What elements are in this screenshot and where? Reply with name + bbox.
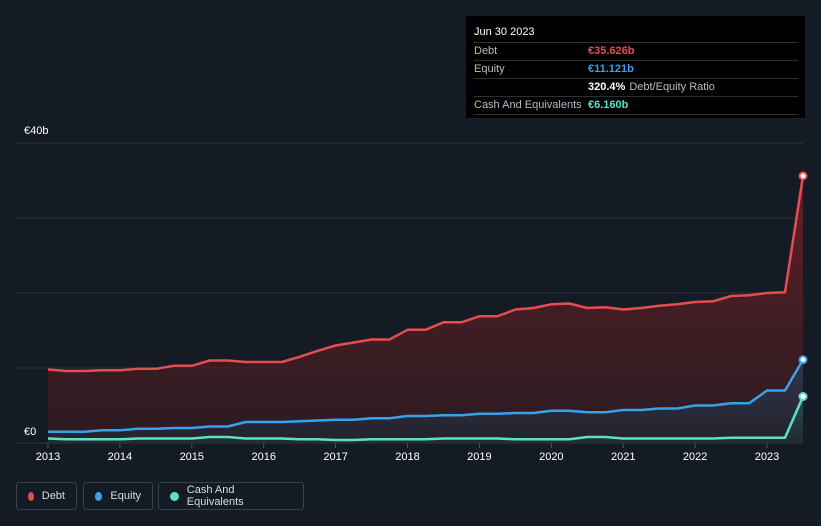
x-tick-label: 2014 bbox=[108, 451, 132, 463]
x-tick-label: 2016 bbox=[251, 451, 275, 463]
y-axis-max-label: €40b bbox=[24, 125, 49, 137]
legend-debt-label: Debt bbox=[41, 490, 65, 502]
equity-line bbox=[48, 359, 805, 434]
x-tick-label: 2021 bbox=[611, 451, 635, 463]
debt-line bbox=[47, 175, 805, 373]
cash-and-equivalents-end-point bbox=[798, 392, 808, 401]
series-lines bbox=[47, 175, 805, 442]
tooltip-equity-value: €11.121b bbox=[588, 63, 634, 75]
y-axis-min-label: €0 bbox=[24, 426, 37, 438]
legend-equity[interactable]: Equity bbox=[83, 482, 153, 510]
x-tick-label: 2019 bbox=[467, 451, 491, 463]
equity-area bbox=[48, 359, 803, 443]
tooltip-cash-value: €6.160b bbox=[588, 99, 629, 111]
debt-end-point bbox=[798, 171, 808, 181]
tooltip-ratio-caption: Debt/Equity Ratio bbox=[629, 81, 715, 93]
hover-tooltip: Jun 30 2023 Debt €35.626b Equity €11.121… bbox=[466, 16, 805, 118]
x-tick-label: 2013 bbox=[36, 451, 60, 463]
legend-cash-label: Cash And Equivalents bbox=[186, 484, 244, 508]
tooltip-date: Jun 30 2023 bbox=[474, 26, 535, 38]
tooltip-ratio-value: 320.4% bbox=[588, 81, 626, 93]
x-tick-label: 2017 bbox=[323, 451, 347, 463]
x-tick-label: 2018 bbox=[395, 451, 419, 463]
x-tick-label: 2015 bbox=[180, 451, 204, 463]
tooltip-debt-label: Debt bbox=[474, 45, 498, 57]
cash-and-equivalents-line bbox=[47, 396, 805, 442]
tooltip-row-ratio: 320.4% Debt/Equity Ratio bbox=[474, 78, 798, 96]
x-tick-label: 2022 bbox=[683, 451, 707, 463]
legend-debt[interactable]: Debt bbox=[16, 482, 77, 510]
series-end-markers bbox=[798, 171, 808, 401]
tooltip-ratio-label bbox=[474, 79, 588, 96]
x-tick-label: 2023 bbox=[755, 451, 779, 463]
debt-area bbox=[48, 176, 803, 443]
tooltip-equity-label: Equity bbox=[474, 63, 505, 75]
tooltip-row-equity: Equity €11.121b bbox=[474, 60, 798, 78]
legend-debt-dot bbox=[28, 491, 34, 501]
series-areas bbox=[48, 176, 803, 443]
tooltip-cash-label: Cash And Equivalents bbox=[474, 99, 582, 111]
x-axis-ticks: 2013 2014 2015 2016 2017 2018 2019 2020 2021 2022… bbox=[36, 443, 779, 463]
legend-equity-dot bbox=[95, 491, 103, 501]
tooltip-row-cash: Cash And Equivalents €6.160b bbox=[474, 96, 798, 115]
legend-equity-label: Equity bbox=[110, 490, 141, 502]
legend-cash[interactable]: Cash And Equivalents bbox=[158, 482, 304, 510]
legend-cash-dot bbox=[170, 491, 179, 501]
tooltip-debt-value: €35.626b bbox=[588, 45, 635, 57]
tooltip-row-debt: Debt €35.626b bbox=[474, 42, 798, 60]
equity-end-point bbox=[798, 355, 808, 365]
x-tick-label: 2020 bbox=[539, 451, 563, 463]
